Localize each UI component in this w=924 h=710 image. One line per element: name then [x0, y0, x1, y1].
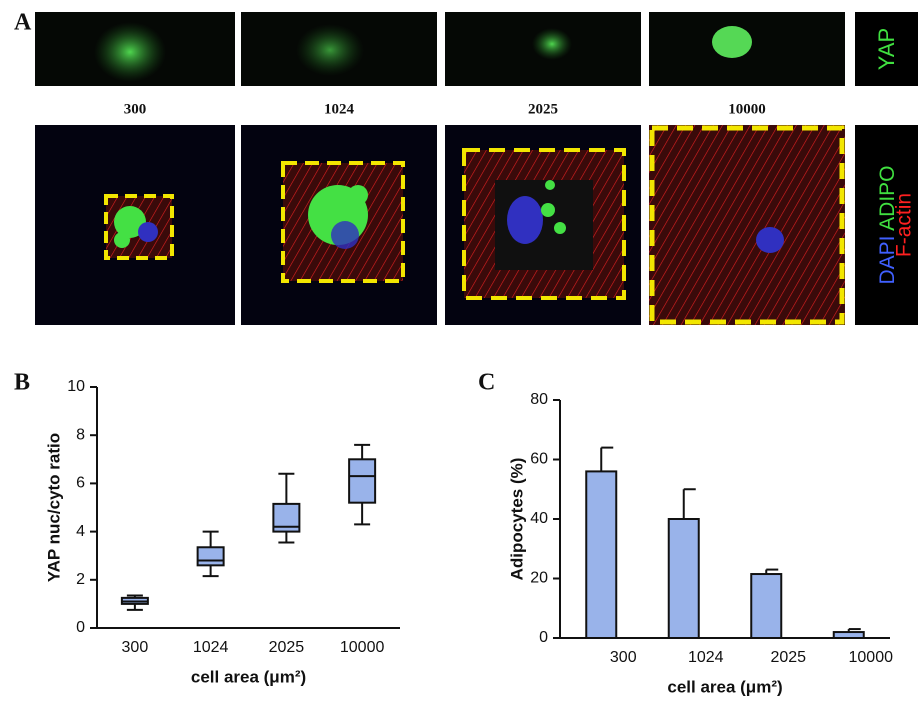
y-tick-label: 10: [67, 378, 85, 395]
y-tick-label: 40: [530, 510, 548, 527]
y-tick-label: 80: [530, 391, 548, 408]
stain-label: ADIPO: [876, 165, 899, 230]
y-tick-label: 2: [76, 571, 85, 588]
x-axis-title: cell area (μm²): [191, 667, 306, 686]
y-tick-label: 4: [76, 523, 85, 540]
stain-label: DAPI: [876, 236, 899, 285]
x-axis-title: cell area (μm²): [667, 677, 782, 696]
x-tick-label: 1024: [193, 639, 229, 656]
area-label: 300: [124, 101, 147, 117]
x-tick-label: 1024: [688, 649, 724, 666]
x-tick-label: 10000: [340, 639, 385, 656]
bar: [750, 573, 783, 639]
stain-label: F-actin: [893, 193, 916, 257]
x-tick-label: 10000: [849, 649, 894, 666]
y-tick-label: 20: [530, 570, 548, 587]
x-tick-label: 2025: [770, 649, 806, 666]
panel-label: B: [14, 370, 30, 396]
bar: [832, 631, 865, 639]
x-tick-label: 2025: [269, 639, 305, 656]
y-axis-title: YAP nuc/cyto ratio: [44, 433, 63, 582]
panel-label: A: [14, 10, 32, 36]
panel-label: C: [478, 370, 495, 396]
panel-a-images: [35, 12, 918, 325]
bar: [585, 470, 618, 639]
area-label: 10000: [728, 101, 766, 117]
y-tick-label: 0: [76, 619, 85, 636]
x-tick-label: 300: [122, 639, 149, 656]
y-tick-label: 0: [539, 629, 548, 646]
x-tick-label: 300: [610, 649, 637, 666]
stain-labels: DAPI ADIPO: [876, 165, 899, 284]
y-axis-title: Adipocytes (%): [507, 458, 526, 581]
y-tick-label: 60: [530, 451, 548, 468]
area-label: 2025: [528, 101, 558, 117]
y-tick-label: 6: [76, 475, 85, 492]
box: [348, 458, 377, 504]
box: [196, 546, 225, 567]
area-label: 1024: [324, 101, 355, 117]
y-tick-label: 8: [76, 426, 85, 443]
yap-label: YAP: [874, 28, 899, 70]
bar: [667, 518, 700, 639]
